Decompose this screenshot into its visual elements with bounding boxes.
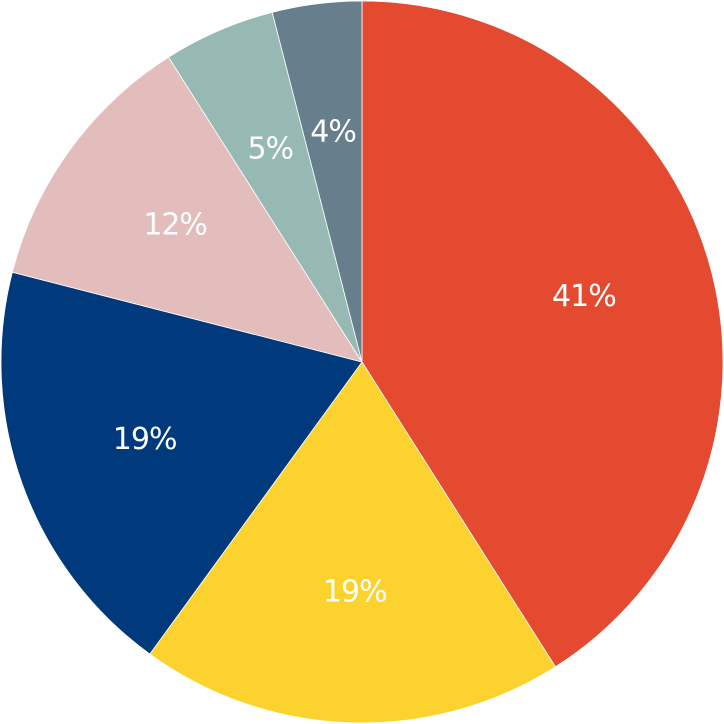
slice-label: 4% — [310, 114, 356, 149]
slice-label: 19% — [323, 574, 387, 609]
pie-slice — [149, 361, 556, 724]
pie-slice — [271, 0, 363, 363]
slice-label: 12% — [143, 208, 207, 243]
pie-slice — [11, 56, 363, 363]
slice-label: 19% — [113, 422, 177, 457]
slice-label: 5% — [247, 131, 293, 166]
slice-label: 41% — [552, 279, 616, 314]
pie-slice — [361, 0, 724, 668]
pie-slice — [0, 271, 363, 655]
